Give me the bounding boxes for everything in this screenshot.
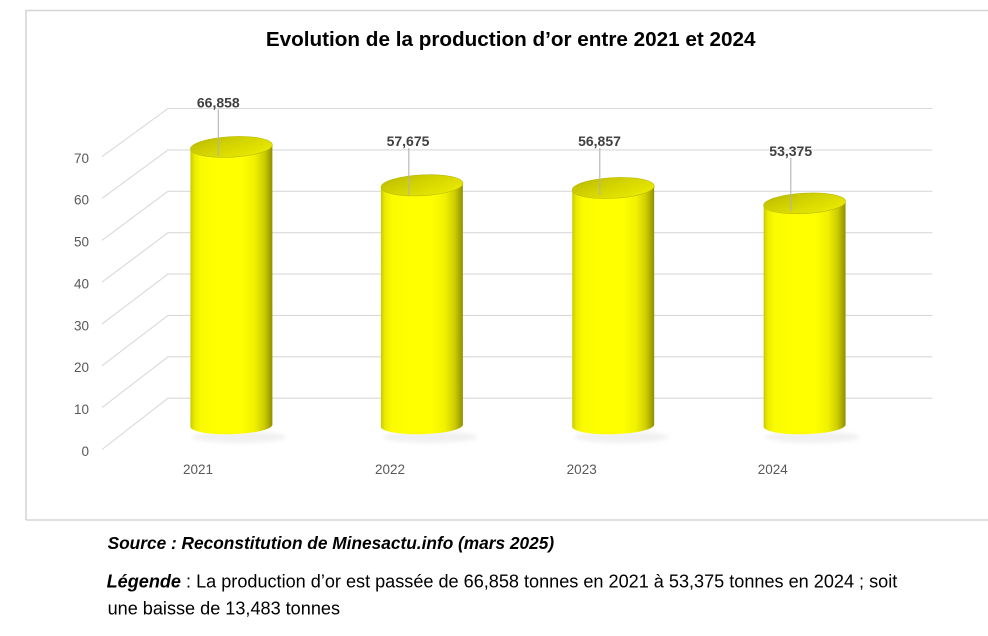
svg-text:70: 70 [74,151,89,166]
svg-text:Source : Reconstitution de Min: Source : Reconstitution de Minesactu.inf… [108,533,555,553]
svg-text:66,858: 66,858 [197,94,240,110]
svg-text:0: 0 [81,444,89,459]
svg-text:Evolution de la production d’o: Evolution de la production d’or entre 20… [266,28,756,51]
svg-text:56,857: 56,857 [578,133,621,149]
svg-text:30: 30 [74,318,89,333]
svg-text:2024: 2024 [758,462,789,477]
svg-text:Légende : La production d’or e: Légende : La production d’or est passée … [107,571,898,591]
svg-text:20: 20 [74,360,89,375]
svg-text:53,375: 53,375 [769,143,812,159]
svg-text:une baisse de 13,483 tonnes: une baisse de 13,483 tonnes [108,599,340,619]
svg-text:40: 40 [74,276,89,291]
svg-text:2023: 2023 [567,462,597,477]
svg-text:60: 60 [74,193,89,208]
svg-text:2022: 2022 [375,462,405,477]
svg-text:57,675: 57,675 [387,133,430,149]
svg-text:10: 10 [74,402,89,417]
svg-text:2021: 2021 [183,462,213,477]
svg-text:50: 50 [74,235,89,250]
